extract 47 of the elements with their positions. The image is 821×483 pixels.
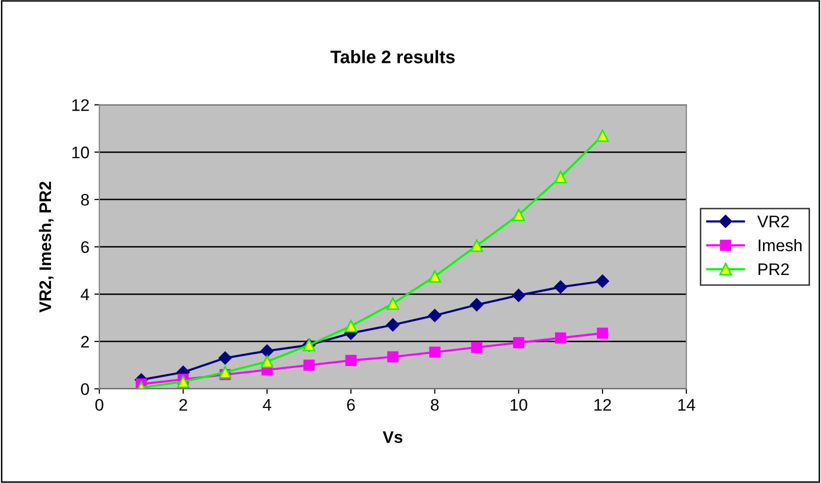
point xyxy=(176,375,190,388)
point xyxy=(428,270,442,283)
point xyxy=(470,298,484,312)
x-tick-label: 10 xyxy=(510,398,528,411)
y-tick-label: 2 xyxy=(81,336,89,348)
point xyxy=(303,360,315,371)
legend-label: VR2 xyxy=(757,216,789,228)
y-tick-label: 10 xyxy=(72,146,89,158)
y-axis-title: VR2, Imesh, PR2 xyxy=(38,182,54,312)
point xyxy=(554,280,568,294)
legend-label: Imesh xyxy=(758,239,802,252)
chart-title: Table 2 results xyxy=(330,50,455,64)
point xyxy=(596,274,610,288)
point xyxy=(386,318,400,332)
point xyxy=(429,346,440,358)
point xyxy=(470,239,483,252)
x-tick-label: 8 xyxy=(430,398,439,411)
point xyxy=(218,351,232,365)
y-tick-label: 4 xyxy=(80,288,90,300)
point xyxy=(260,355,274,368)
point xyxy=(428,308,442,322)
x-tick-label: 4 xyxy=(262,399,272,411)
x-axis-title: Vs xyxy=(382,431,402,443)
point xyxy=(344,320,358,332)
y-tick-label: 12 xyxy=(72,99,89,111)
point xyxy=(512,288,526,302)
x-tick-label: 0 xyxy=(95,398,104,411)
x-tick-label: 6 xyxy=(347,398,355,411)
point xyxy=(218,366,232,378)
point xyxy=(513,337,524,348)
point xyxy=(596,129,609,142)
y-tick-label: 8 xyxy=(81,194,89,206)
point xyxy=(554,170,567,184)
point xyxy=(260,344,274,358)
point xyxy=(512,208,525,222)
x-tick-label: 14 xyxy=(678,399,696,411)
y-tick-label: 6 xyxy=(81,241,89,254)
x-tick-label: 12 xyxy=(594,398,611,411)
y-tick-label: 0 xyxy=(81,383,89,396)
point xyxy=(386,297,400,310)
point xyxy=(345,354,356,366)
point xyxy=(596,328,608,339)
legend-label: PR2 xyxy=(758,263,789,275)
point xyxy=(387,351,398,362)
point xyxy=(471,342,482,353)
x-tick-label: 2 xyxy=(179,398,187,411)
point xyxy=(555,332,566,344)
